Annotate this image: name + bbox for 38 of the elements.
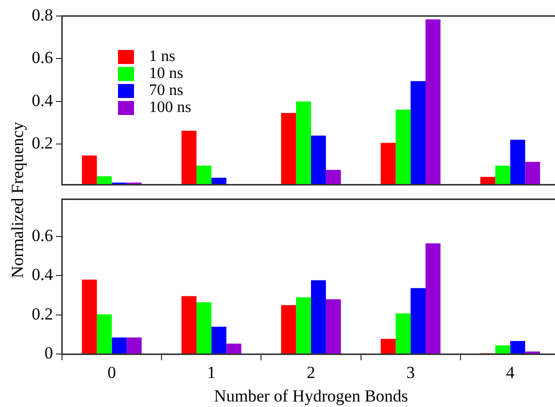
- bar: [96, 314, 112, 354]
- bar: [510, 341, 526, 354]
- bar: [410, 288, 426, 354]
- bar: [82, 280, 97, 354]
- legend-label: 1 ns: [149, 48, 176, 65]
- x-tick-label: 0: [108, 362, 116, 382]
- bar: [211, 326, 226, 354]
- bar: [380, 338, 396, 354]
- bar: [126, 338, 142, 354]
- y-tick-label: 0.4: [32, 265, 54, 284]
- y-tick-label: 0.6: [32, 226, 53, 245]
- y-tick-label: 0.6: [32, 48, 53, 68]
- bar: [196, 302, 212, 354]
- y-tick-label: 0: [44, 344, 53, 363]
- bar: [326, 299, 341, 354]
- bar: [281, 305, 296, 354]
- legend-label: 10 ns: [149, 65, 184, 82]
- bar: [495, 345, 510, 354]
- legend-label: 100 ns: [149, 99, 192, 116]
- bar: [112, 338, 127, 354]
- y-axis-title: Normalized Frequency: [8, 122, 28, 278]
- bar: [396, 313, 411, 354]
- x-tick-label: 1: [207, 362, 216, 382]
- bar: [525, 351, 540, 354]
- bar: [226, 344, 242, 354]
- y-tick-label: 0.2: [32, 304, 53, 324]
- bar: [296, 297, 311, 354]
- y-tick-label: 0.8: [32, 5, 53, 24]
- y-tick-label: 0.4: [32, 90, 54, 110]
- x-axis-title: Number of Hydrogen Bonds: [214, 386, 408, 406]
- bar: [311, 280, 326, 354]
- bar: [182, 296, 196, 354]
- y-tick-label: 0.2: [32, 134, 53, 153]
- x-tick-label: 4: [506, 362, 515, 382]
- bar: [426, 243, 440, 354]
- x-tick-label: 2: [306, 362, 316, 382]
- legend-label: 70 ns: [149, 82, 184, 99]
- x-tick-label: 3: [406, 362, 415, 382]
